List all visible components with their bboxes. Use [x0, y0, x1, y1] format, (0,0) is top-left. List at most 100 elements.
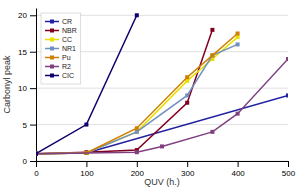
x-axis: 0 100 200 300 400 500: [34, 161, 295, 178]
marker: [210, 28, 214, 32]
tick: 100: [80, 161, 94, 178]
legend-label: NR1: [62, 45, 76, 52]
tick-label: 0: [34, 169, 39, 178]
tick-mark: [30, 125, 36, 126]
legend-item: CR: [45, 18, 72, 25]
tick-label: 300: [181, 169, 195, 178]
tick-mark: [86, 161, 87, 167]
tick-mark: [187, 161, 188, 167]
marker: [36, 152, 38, 156]
marker: [236, 32, 240, 36]
series: [36, 42, 240, 155]
plot: 0 100 200 300 400 500 0 5 10 15 20 CR NBR CC NR1 Pu R2 CI…: [18, 9, 296, 178]
tick: 20: [18, 11, 36, 20]
marker: [210, 53, 214, 57]
marker: [135, 126, 139, 130]
tick-label: 500: [282, 169, 296, 178]
marker: [135, 13, 139, 17]
series: [36, 13, 139, 155]
marker: [236, 42, 240, 46]
tick: 200: [131, 161, 145, 178]
line: [36, 59, 288, 154]
tick-mark: [288, 161, 289, 167]
legend-label: CR: [62, 18, 72, 25]
tick-label: 15: [18, 48, 27, 57]
marks: [36, 13, 288, 155]
axis-line: [36, 9, 37, 162]
marker: [135, 130, 139, 134]
y-axis-title: Carbonyl peak: [2, 55, 12, 114]
marker: [84, 123, 88, 127]
marker: [185, 101, 189, 105]
tick-mark: [36, 161, 37, 167]
tick: 5: [23, 121, 36, 130]
marker: [185, 93, 189, 97]
tick-mark: [238, 161, 239, 167]
legend-marker: [50, 20, 54, 24]
legend-label: R2: [62, 63, 71, 70]
legend-marker: [50, 29, 54, 33]
marker: [286, 57, 288, 61]
marker: [135, 130, 139, 134]
tick-label: 100: [80, 169, 94, 178]
tick: 500: [282, 161, 296, 178]
legend-marker: [50, 65, 54, 69]
tick-label: 10: [18, 84, 27, 93]
series: [36, 32, 240, 156]
marker: [135, 150, 139, 154]
legend-label: CC: [62, 36, 72, 43]
tick-mark: [30, 52, 36, 53]
marker: [36, 152, 38, 156]
tick: 10: [18, 84, 36, 93]
marker: [36, 152, 38, 156]
tick: 0: [23, 157, 36, 166]
y-axis: 0 5 10 15 20: [18, 9, 36, 167]
tick-label: 400: [231, 169, 245, 178]
legend-item: CIC: [45, 72, 74, 79]
marker: [286, 93, 288, 97]
legend-item: Pu: [45, 54, 71, 61]
tick: 15: [18, 48, 36, 57]
legend-marker: [50, 74, 54, 78]
tick-mark: [137, 161, 138, 167]
legend-label: CIC: [62, 72, 74, 79]
axis-line: [37, 161, 289, 162]
legend-marker: [50, 56, 54, 60]
grid-line: [36, 124, 288, 125]
tick-mark: [30, 15, 36, 16]
chart: 0 100 200 300 400 500 0 5 10 15 20 CR NBR CC NR1 Pu R2 CI…: [0, 0, 300, 189]
tick-mark: [30, 88, 36, 89]
marker: [36, 152, 38, 156]
legend: CR NBR CC NR1 Pu R2 CIC: [41, 13, 81, 84]
series: [36, 35, 240, 156]
tick-label: 200: [131, 169, 145, 178]
marker: [236, 112, 240, 116]
legend-item: NR1: [45, 45, 76, 52]
legend-marker: [50, 38, 54, 42]
tick: 300: [181, 161, 195, 178]
line: [36, 44, 238, 153]
marker: [160, 144, 164, 148]
tick-label: 20: [18, 11, 27, 20]
legend-item: NBR: [45, 27, 77, 34]
tick-label: 0: [23, 157, 28, 166]
marker: [210, 130, 214, 134]
legend-marker: [50, 47, 54, 51]
marker: [36, 152, 38, 156]
tick: 0: [34, 161, 39, 178]
marker: [185, 75, 189, 79]
legend-label: NBR: [62, 27, 77, 34]
tick: 400: [231, 161, 245, 178]
series: [36, 57, 288, 156]
marker: [210, 53, 214, 57]
legend-label: Pu: [62, 54, 71, 61]
line: [36, 95, 288, 153]
marker: [36, 152, 38, 156]
legend-item: CC: [45, 36, 72, 43]
tick-mark: [30, 161, 36, 162]
grid-line: [36, 88, 288, 89]
tick-label: 5: [23, 121, 28, 130]
marker: [36, 152, 38, 156]
x-axis-title: QUV (h.): [144, 177, 180, 187]
legend-item: R2: [45, 63, 71, 70]
